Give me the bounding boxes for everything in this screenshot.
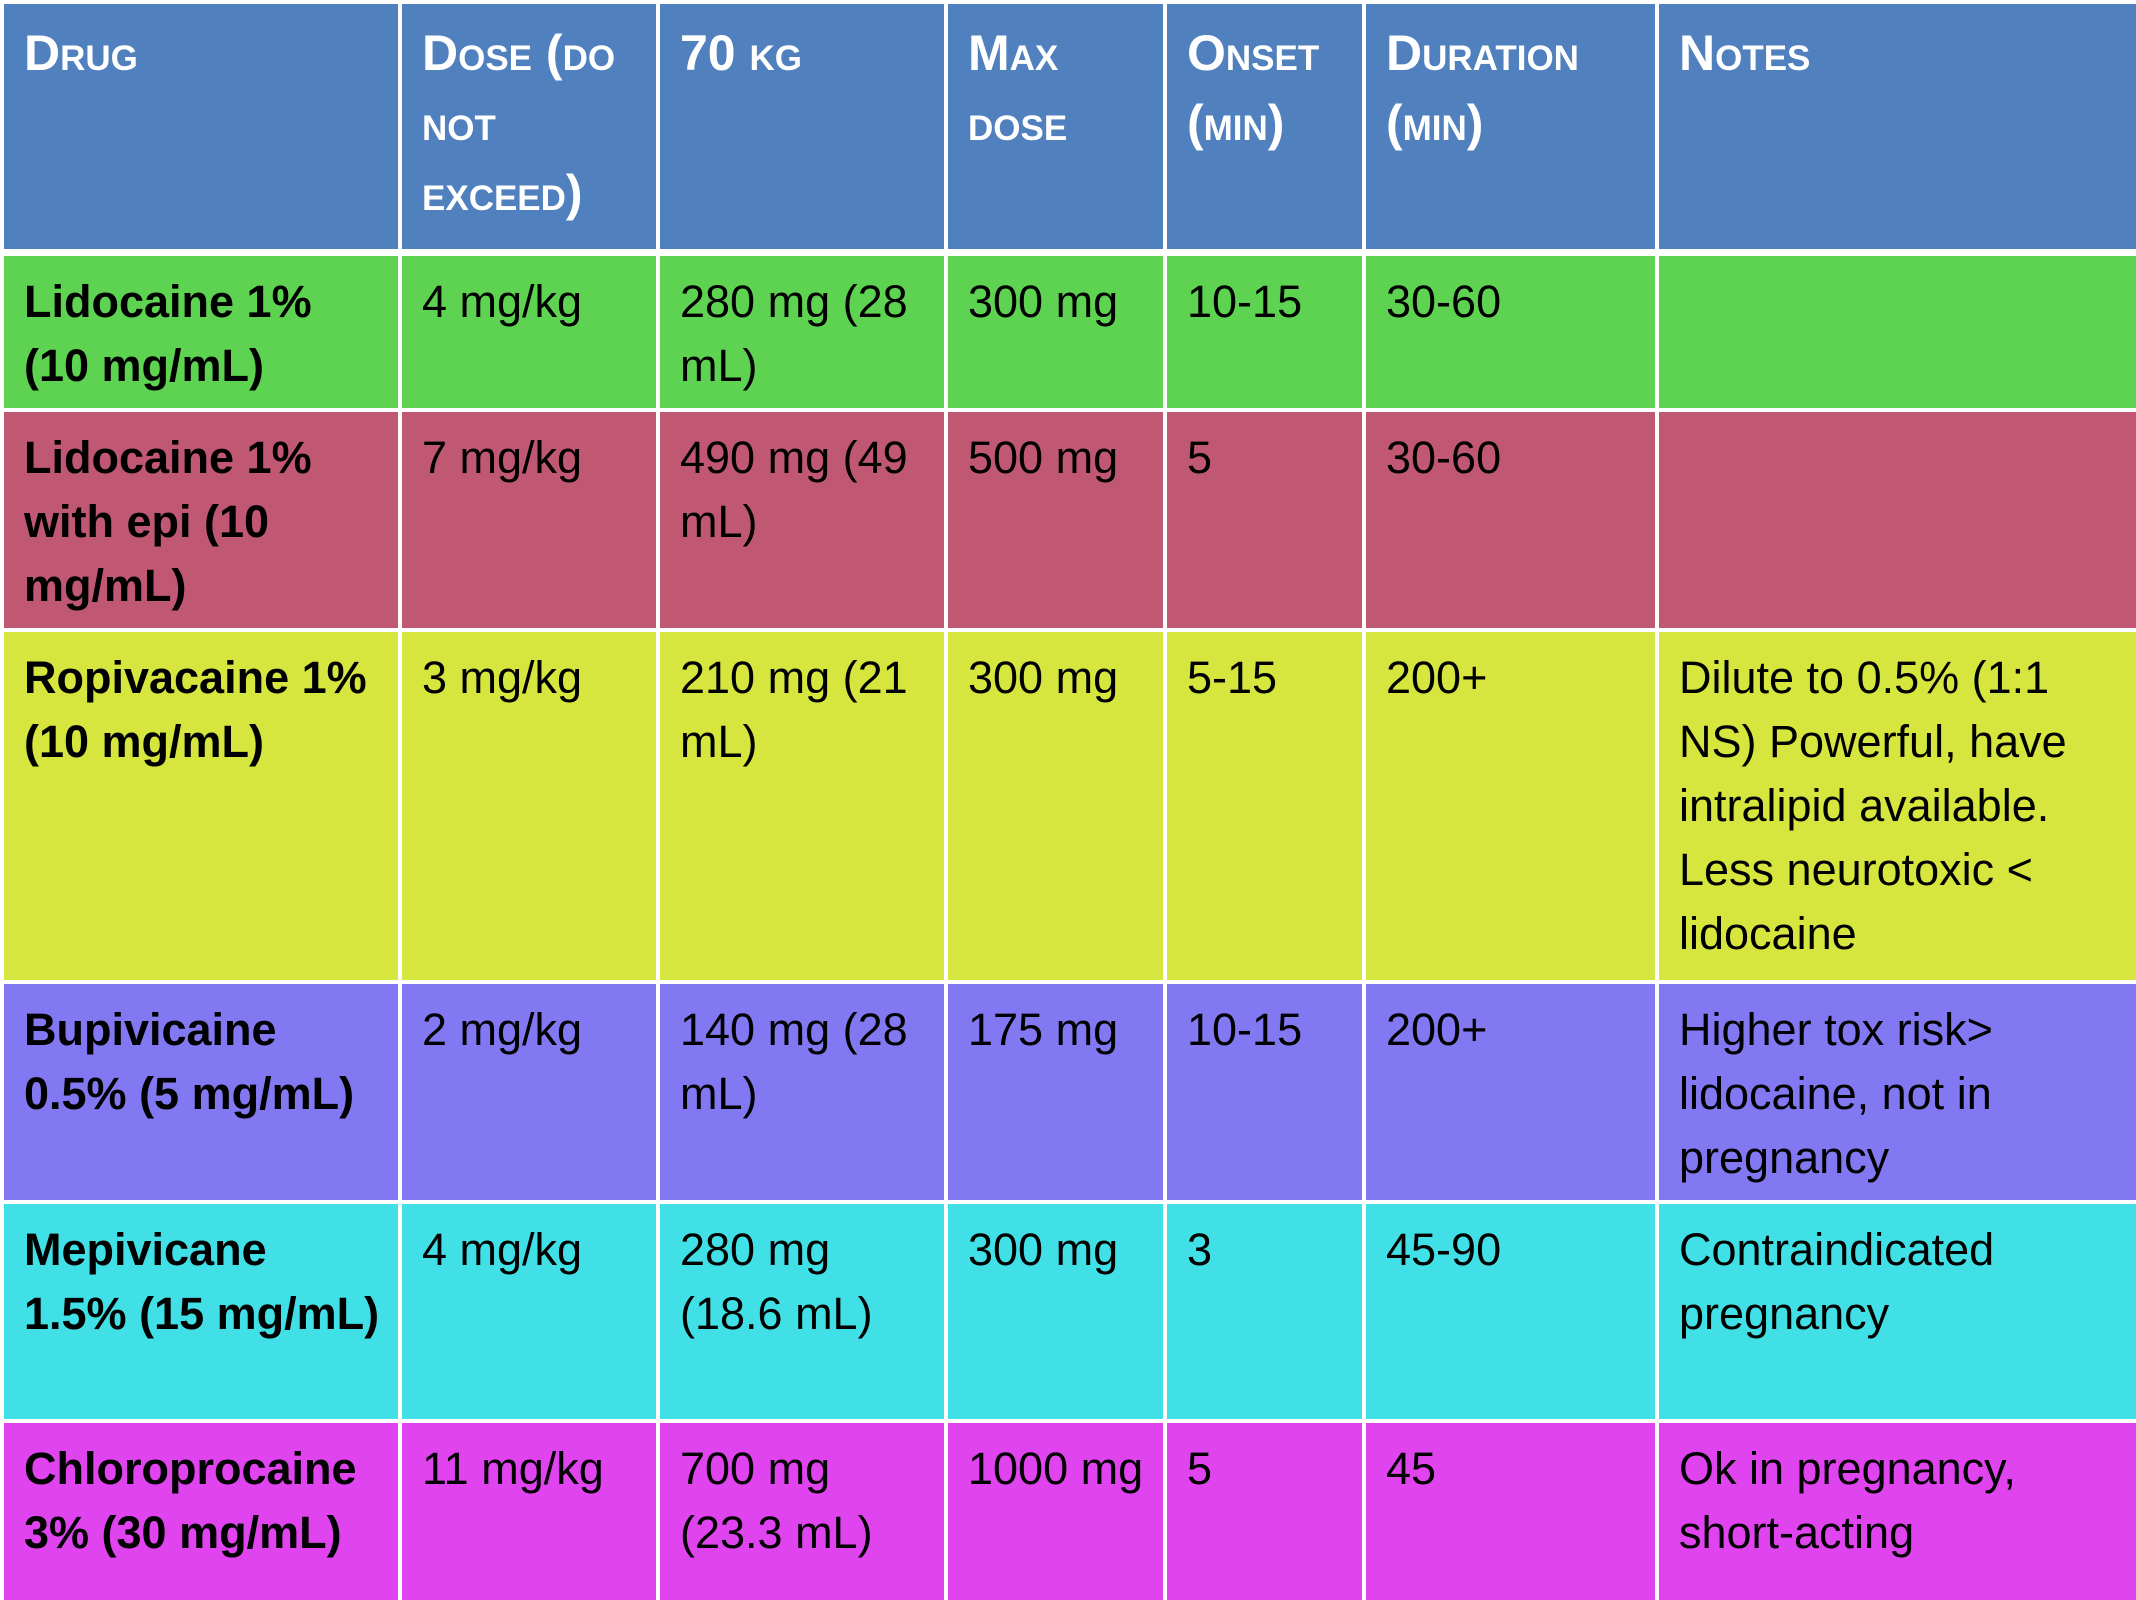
- max-dose-cell: 175 mg: [944, 979, 1167, 1204]
- dose-cell: 11 mg/kg: [398, 1418, 660, 1600]
- dose-cell: 4 mg/kg: [398, 250, 660, 412]
- 70kg-cell: 210 mg (21 mL): [656, 627, 948, 984]
- onset-cell: 3: [1163, 1199, 1366, 1423]
- max-dose-cell: 300 mg: [944, 627, 1167, 984]
- drug-cell: Lidocaine 1% with epi (10 mg/mL): [0, 407, 402, 632]
- dose-cell: 4 mg/kg: [398, 1199, 660, 1423]
- dose-cell: 2 mg/kg: [398, 979, 660, 1204]
- table-row: Lidocaine 1% with epi (10 mg/mL) 7 mg/kg…: [0, 407, 2136, 632]
- onset-cell: 5: [1163, 1418, 1366, 1600]
- header-duration: Duration (min): [1362, 0, 1659, 256]
- duration-cell: 45-90: [1362, 1199, 1659, 1423]
- duration-cell: 45: [1362, 1418, 1659, 1600]
- 70kg-cell: 700 mg (23.3 mL): [656, 1418, 948, 1600]
- notes-cell: Contraindicated pregnancy: [1655, 1199, 2136, 1423]
- duration-cell: 200+: [1362, 979, 1659, 1204]
- notes-cell: Higher tox risk> lidocaine, not in pregn…: [1655, 979, 2136, 1204]
- header-notes: Notes: [1655, 0, 2136, 256]
- onset-cell: 10-15: [1163, 250, 1366, 412]
- header-max-dose: Max dose: [944, 0, 1167, 256]
- duration-cell: 200+: [1362, 627, 1659, 984]
- 70kg-cell: 140 mg (28 mL): [656, 979, 948, 1204]
- dose-cell: 7 mg/kg: [398, 407, 660, 632]
- max-dose-cell: 500 mg: [944, 407, 1167, 632]
- header-drug: Drug: [0, 0, 402, 256]
- max-dose-cell: 1000 mg: [944, 1418, 1167, 1600]
- notes-cell: Ok in pregnancy, short-acting: [1655, 1418, 2136, 1600]
- notes-cell: Dilute to 0.5% (1:1 NS) Powerful, have i…: [1655, 627, 2136, 984]
- 70kg-cell: 490 mg (49 mL): [656, 407, 948, 632]
- dose-cell: 3 mg/kg: [398, 627, 660, 984]
- header-onset: Onset (min): [1163, 0, 1366, 256]
- table-row: Lidocaine 1% (10 mg/mL) 4 mg/kg 280 mg (…: [0, 250, 2136, 412]
- drug-cell: Chloroprocaine 3% (30 mg/mL): [0, 1418, 402, 1600]
- onset-cell: 10-15: [1163, 979, 1366, 1204]
- duration-cell: 30-60: [1362, 407, 1659, 632]
- max-dose-cell: 300 mg: [944, 250, 1167, 412]
- header-row: Drug Dose (do not exceed) 70 kg Max dose…: [0, 0, 2136, 256]
- table-row: Ropivacaine 1% (10 mg/mL) 3 mg/kg 210 mg…: [0, 627, 2136, 984]
- drug-cell: Mepivicane 1.5% (15 mg/mL): [0, 1199, 402, 1423]
- drug-cell: Lidocaine 1% (10 mg/mL): [0, 250, 402, 412]
- max-dose-cell: 300 mg: [944, 1199, 1167, 1423]
- table-row: Mepivicane 1.5% (15 mg/mL) 4 mg/kg 280 m…: [0, 1199, 2136, 1423]
- notes-cell: [1655, 250, 2136, 412]
- header-70kg: 70 kg: [656, 0, 948, 256]
- duration-cell: 30-60: [1362, 250, 1659, 412]
- onset-cell: 5-15: [1163, 627, 1366, 984]
- table-row: Bupivicaine 0.5% (5 mg/mL) 2 mg/kg 140 m…: [0, 979, 2136, 1204]
- drug-cell: Ropivacaine 1% (10 mg/mL): [0, 627, 402, 984]
- 70kg-cell: 280 mg (28 mL): [656, 250, 948, 412]
- drug-cell: Bupivicaine 0.5% (5 mg/mL): [0, 979, 402, 1204]
- table-row: Chloroprocaine 3% (30 mg/mL) 11 mg/kg 70…: [0, 1418, 2136, 1600]
- notes-cell: [1655, 407, 2136, 632]
- header-dose: Dose (do not exceed): [398, 0, 660, 256]
- 70kg-cell: 280 mg (18.6 mL): [656, 1199, 948, 1423]
- onset-cell: 5: [1163, 407, 1366, 632]
